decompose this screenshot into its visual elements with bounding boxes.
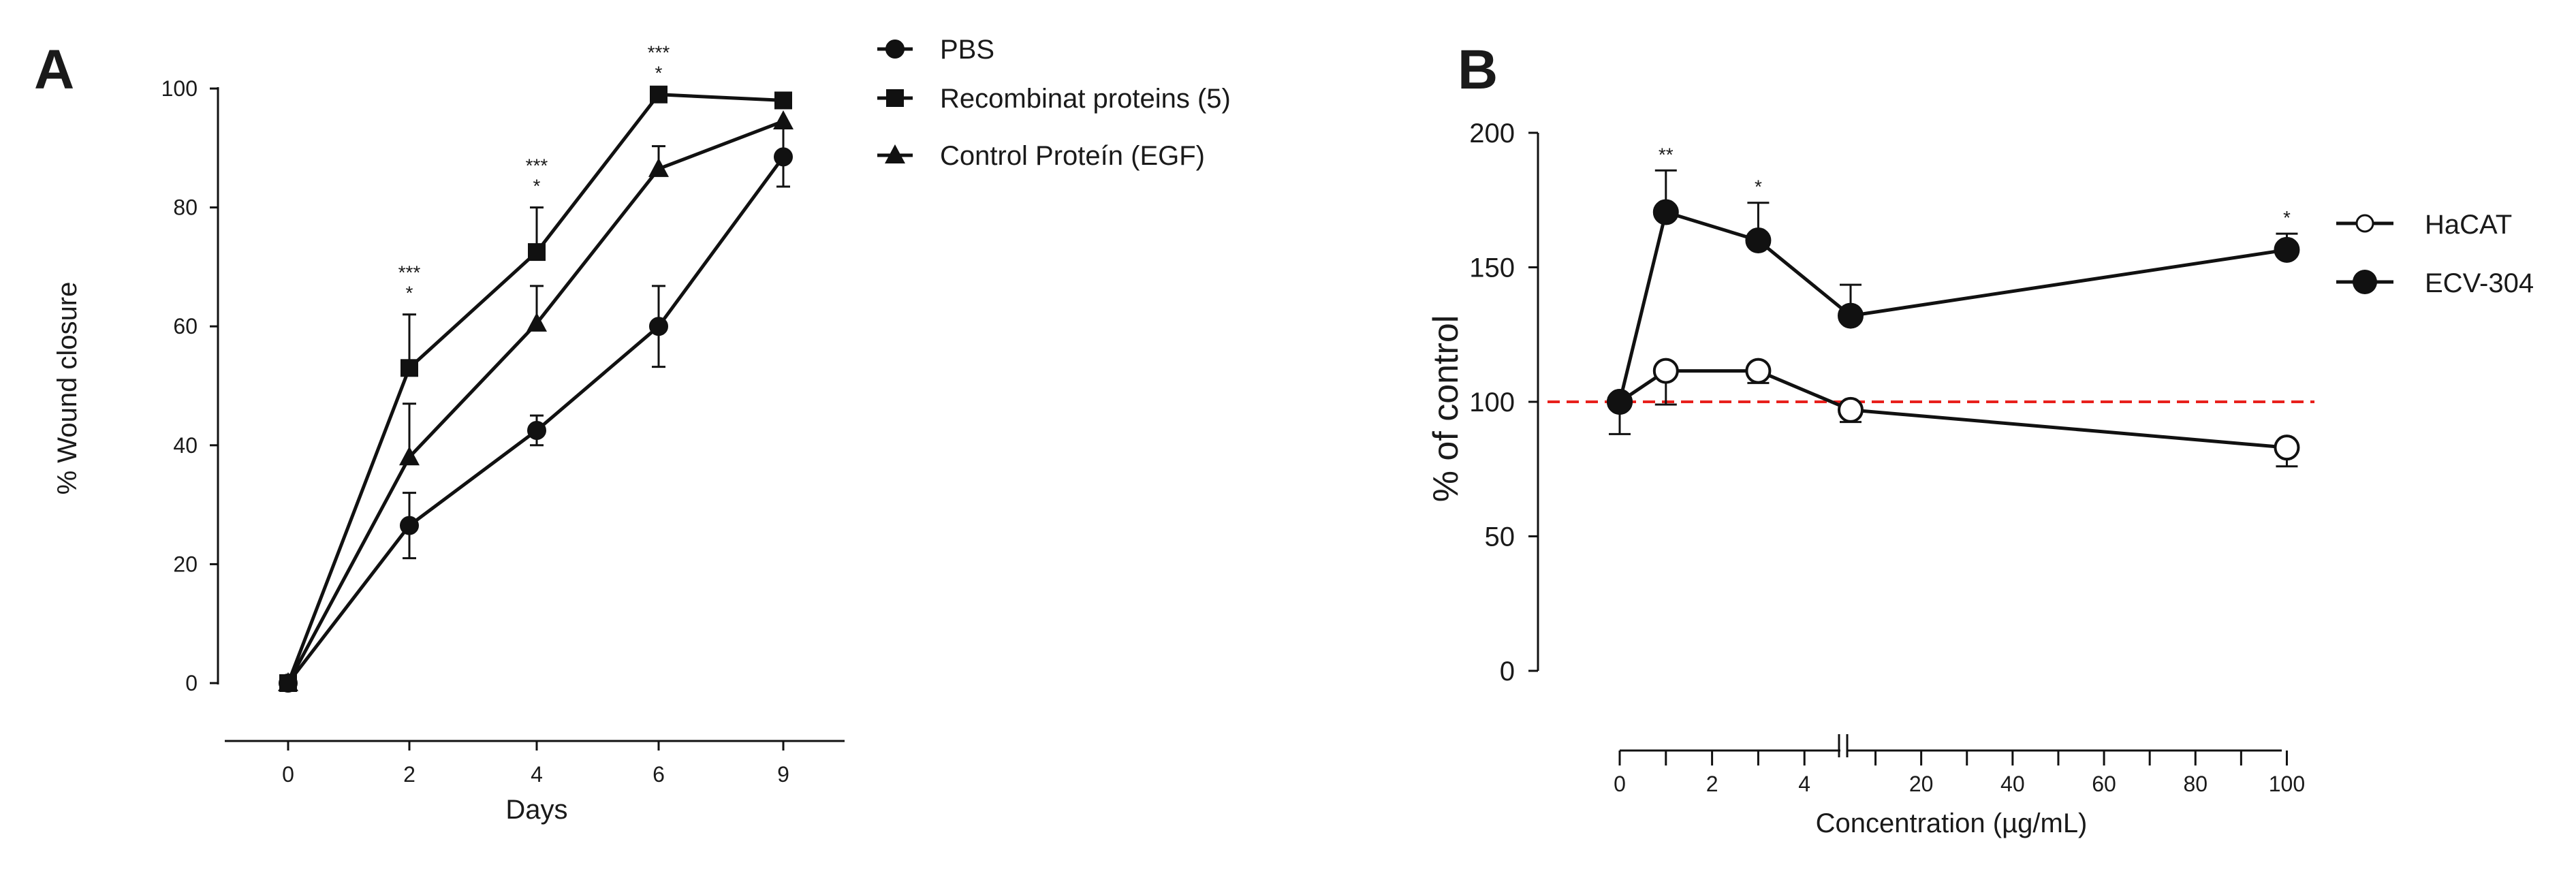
panel-a-significance: * (655, 63, 663, 84)
panel-a-data-point (650, 85, 667, 104)
panel-a-error-bar (403, 492, 416, 560)
panel-a-y-tick-label: 100 (161, 76, 198, 101)
panel-b-y-tick-label: 200 (1469, 119, 1515, 148)
panel-a-x-tick-label: 6 (653, 762, 665, 787)
panel-b-x-label: Concentration (µg/mL) (1816, 808, 2088, 838)
panel-b-legend-label: ECV-304 (2425, 268, 2534, 298)
panel-a: A % Wound closure Days 0 20 40 60 80 100 0 2 4 6 9… (34, 35, 1231, 825)
panel-b-legend-marker (2355, 214, 2374, 233)
panel-b-y-tick-label: 50 (1485, 522, 1515, 552)
panel-b-x-tick-label: 100 (2269, 772, 2305, 796)
panel-a-error-bar (652, 285, 665, 368)
panel-a-data-point (278, 672, 298, 691)
panel-a-x-tick-label: 0 (282, 762, 294, 787)
panel-a-legend-label: Recombinat proteins (5) (940, 84, 1231, 114)
panel-b-y-tick-label: 0 (1500, 657, 1515, 686)
panel-b-x-tick-label: 0 (1614, 772, 1626, 796)
panel-a-x-label: Days (505, 795, 567, 825)
panel-b-x-tick-label: 40 (2000, 772, 2025, 796)
panel-a-significance: *** (648, 42, 670, 63)
panel-a-significance: * (533, 176, 541, 197)
panel-b-data-point (2274, 435, 2300, 461)
panel-b: B % of control Concentration (µg/mL) 0 50… (1426, 39, 2534, 838)
panel-b-data-point (2274, 236, 2300, 263)
panel-b-x-tick-label: 2 (1706, 772, 1718, 796)
panel-a-x-tick-label: 9 (777, 762, 789, 787)
panel-b-x-tick-label: 60 (2092, 772, 2116, 796)
panel-a-y-label: % Wound closure (52, 282, 82, 495)
panel-a-y-tick-label: 60 (173, 314, 198, 338)
panel-a-legend-marker (885, 144, 905, 163)
panel-b-significance: ** (1659, 144, 1674, 165)
panel-b-x-tick-label: 80 (2183, 772, 2208, 796)
panel-b-significance: * (2283, 207, 2291, 228)
panel-b-y-tick-label: 150 (1469, 253, 1515, 283)
panel-a-data-point (774, 147, 793, 167)
panel-a-data-point (399, 446, 420, 466)
panel-b-x-tick-label: 20 (1909, 772, 1934, 796)
panel-a-y-tick-label: 80 (173, 195, 198, 220)
panel-b-legend-marker (2353, 270, 2377, 294)
panel-a-series-line (286, 119, 784, 684)
panel-a-legend-label: Control Proteín (EGF) (940, 141, 1205, 171)
panel-b-x-tick-label: 4 (1798, 772, 1810, 796)
panel-a-legend-marker (886, 89, 904, 107)
panel-b-data-point (1652, 358, 1679, 384)
panel-b-series-line (1618, 369, 2287, 449)
panel-b-label: B (1458, 39, 1498, 101)
panel-b-data-point (1607, 389, 1633, 415)
panel-b-data-point (1652, 199, 1679, 225)
panel-a-data-point (649, 317, 668, 336)
panel-a-x-tick-label: 4 (531, 762, 543, 787)
panel-a-error-bar (403, 313, 416, 368)
panel-a-significance: *** (526, 155, 548, 176)
panel-a-legend-marker (885, 40, 905, 59)
panel-a-significance: *** (398, 262, 421, 283)
panel-b-series-line (1618, 210, 2287, 402)
panel-a-data-point (400, 516, 419, 535)
panel-a-data-point (773, 110, 794, 130)
panel-b-y-label: % of control (1426, 315, 1466, 503)
panel-b-data-point (1838, 396, 1864, 423)
panel-a-data-point (774, 91, 792, 110)
panel-a-data-point (648, 157, 669, 177)
panel-a-legend: PBS Recombinat proteins (5) Control Proteí… (877, 35, 1231, 171)
panel-b-data-point (1838, 302, 1864, 329)
panel-a-significance: * (406, 283, 413, 304)
panel-a-x-tick-label: 2 (403, 762, 415, 787)
panel-a-data-point (527, 312, 547, 332)
panel-a-data-point (400, 359, 418, 377)
panel-a-legend-label: PBS (940, 35, 994, 65)
panel-b-legend: HaCAT ECV-304 (2336, 210, 2534, 298)
panel-a-label: A (34, 39, 74, 101)
panel-b-data-point (1745, 358, 1772, 384)
panel-a-data-point (527, 420, 546, 440)
panel-a-data-point (528, 243, 546, 262)
panel-b-data-point (1745, 227, 1772, 253)
panel-b-y-tick-label: 100 (1469, 388, 1515, 417)
panel-a-y-tick-label: 20 (173, 552, 198, 576)
panel-b-legend-label: HaCAT (2425, 210, 2512, 240)
panel-a-y-tick-label: 0 (185, 671, 198, 695)
panel-a-y-tick-label: 40 (173, 433, 198, 458)
panel-b-significance: * (1755, 176, 1762, 198)
